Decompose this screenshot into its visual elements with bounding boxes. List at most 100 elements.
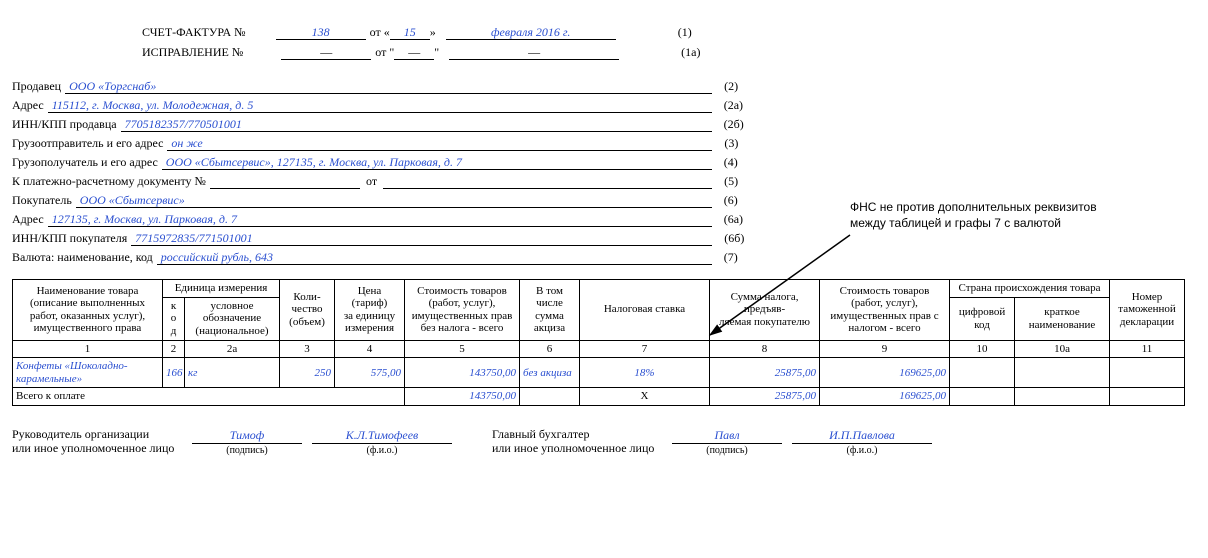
meta-row: К платежно-расчетному документу № от (5) — [12, 171, 1196, 189]
meta-code: (2б) — [712, 117, 740, 132]
table-cell: 166 — [163, 358, 185, 388]
table-cell: 25875,00 — [710, 358, 820, 388]
table-cell — [950, 358, 1015, 388]
meta-value: 7715972835/771501001 — [131, 231, 712, 246]
sign-right-title: Главный бухгалтер или иное уполномоченно… — [492, 428, 662, 456]
meta-row: Адрес115112, г. Москва, ул. Молодежная, … — [12, 95, 1196, 113]
meta-row: ПродавецООО «Торгснаб»(2) — [12, 76, 1196, 94]
meta-code: (5) — [712, 174, 740, 189]
col-num: 11 — [1110, 340, 1185, 358]
th-tax-sum: Сумма налога, предъяв- ляемая покупателю — [710, 280, 820, 341]
code-1a: (1а) — [681, 45, 700, 60]
total-cell: Х — [580, 388, 710, 406]
total-cell — [520, 388, 580, 406]
invoice-number: 138 — [276, 25, 366, 40]
meta-row: Валюта: наименование, кодроссийский рубл… — [12, 247, 1196, 265]
meta-value: он же — [167, 136, 712, 151]
ot2-label: от " — [375, 45, 394, 60]
meta-value: 7705182357/770501001 — [121, 117, 712, 132]
total-cell: 169625,00 — [820, 388, 950, 406]
total-cell: Всего к оплате — [13, 388, 405, 406]
invoice-header: СЧЕТ-ФАКТУРА № 138 от « 15 » февраля 201… — [142, 20, 1196, 60]
annotation-line2: между таблицей и графы 7 с валютой — [850, 216, 1061, 230]
th-rate: Налоговая ставка — [580, 280, 710, 341]
sign-podpis-1: (подпись) — [192, 445, 302, 456]
table-body: Конфеты «Шоколадно-карамельные»166кг2505… — [13, 358, 1185, 406]
table-row: Конфеты «Шоколадно-карамельные»166кг2505… — [13, 358, 1185, 388]
sign-left-title: Руководитель организации или иное уполно… — [12, 428, 182, 456]
th-origin-name: краткое наименование — [1015, 297, 1110, 340]
meta-code: (6) — [712, 193, 740, 208]
meta-value2 — [383, 174, 712, 189]
correction-number: — — [281, 45, 371, 60]
meta-row: ИНН/КПП продавца7705182357/770501001(2б) — [12, 114, 1196, 132]
sign-left-t2: или иное уполномоченное лицо — [12, 441, 174, 455]
column-number-row: 122а34567891010а11 — [13, 340, 1185, 358]
meta-value: ООО «Торгснаб» — [65, 79, 712, 94]
meta-code: (4) — [712, 155, 740, 170]
table-cell — [1015, 358, 1110, 388]
th-origin-code: цифровой код — [950, 297, 1015, 340]
sign-left-signature: Тимоф — [192, 428, 302, 444]
table-cell: 250 — [280, 358, 335, 388]
meta-value: российский рубль, 643 — [157, 250, 712, 265]
meta-code: (3) — [712, 136, 740, 151]
correction-row: ИСПРАВЛЕНИЕ № — от " — " — (1а) — [142, 40, 1196, 60]
th-decl: Номер таможенной декларации — [1110, 280, 1185, 341]
total-cell — [950, 388, 1015, 406]
col-num: 2а — [185, 340, 280, 358]
meta-label: ИНН/КПП покупателя — [12, 231, 131, 246]
col-num: 4 — [335, 340, 405, 358]
sign-podpis-2: (подпись) — [672, 445, 782, 456]
table-cell: 18% — [580, 358, 710, 388]
invoice-label: СЧЕТ-ФАКТУРА № — [142, 25, 246, 40]
meta-label: Грузополучатель и его адрес — [12, 155, 162, 170]
meta-code: (2а) — [712, 98, 740, 113]
table-cell: Конфеты «Шоколадно-карамельные» — [13, 358, 163, 388]
meta-row: Грузоотправитель и его адресон же(3) — [12, 133, 1196, 151]
col-num: 10 — [950, 340, 1015, 358]
annotation-line1: ФНС не против дополнительных реквизитов — [850, 200, 1097, 214]
invoice-month-year: февраля 2016 г. — [446, 25, 616, 40]
th-code: к о д — [163, 297, 185, 340]
annotation-text: ФНС не против дополнительных реквизитов … — [850, 200, 1180, 231]
total-cell: 25875,00 — [710, 388, 820, 406]
total-cell: 143750,00 — [405, 388, 520, 406]
th-name: Наименование товара (описание выполненны… — [13, 280, 163, 341]
meta-code: (7) — [712, 250, 740, 265]
meta-label: Покупатель — [12, 193, 76, 208]
col-num: 1 — [13, 340, 163, 358]
sign-left-name: К.Л.Тимофеев — [312, 428, 452, 444]
ot-label: от « — [370, 25, 390, 40]
meta-value: 127135, г. Москва, ул. Парковая, д. 7 — [48, 212, 712, 227]
col-num: 9 — [820, 340, 950, 358]
table-cell: 143750,00 — [405, 358, 520, 388]
meta-value: 115112, г. Москва, ул. Молодежная, д. 5 — [48, 98, 712, 113]
meta-value: ООО «Сбытсервис» — [76, 193, 712, 208]
col-num: 2 — [163, 340, 185, 358]
meta-block: ПродавецООО «Торгснаб»(2)Адрес115112, г.… — [12, 76, 1196, 265]
col-num: 8 — [710, 340, 820, 358]
signature-block: Руководитель организации или иное уполно… — [12, 428, 1196, 456]
sign-right-t2: или иное уполномоченное лицо — [492, 441, 654, 455]
meta-mid: от — [360, 174, 383, 189]
correction-label: ИСПРАВЛЕНИЕ № — [142, 45, 243, 60]
sign-right-name: И.П.Павлова — [792, 428, 932, 444]
table-cell: 169625,00 — [820, 358, 950, 388]
table-cell — [1110, 358, 1185, 388]
total-cell — [1110, 388, 1185, 406]
meta-label: К платежно-расчетному документу № — [12, 174, 210, 189]
meta-label: Валюта: наименование, код — [12, 250, 157, 265]
sign-right-t1: Главный бухгалтер — [492, 427, 589, 441]
table-cell: кг — [185, 358, 280, 388]
col-num: 5 — [405, 340, 520, 358]
correction-my: — — [449, 45, 619, 60]
invoice-table: Наименование товара (описание выполненны… — [12, 279, 1185, 406]
correction-day: — — [394, 45, 434, 60]
th-price-2: за единицу измерения — [338, 310, 401, 335]
meta-label: ИНН/КПП продавца — [12, 117, 121, 132]
meta-row: Грузополучатель и его адресООО «Сбытсерв… — [12, 152, 1196, 170]
th-qty: Коли- чество (объем) — [280, 280, 335, 341]
meta-value: ООО «Сбытсервис», 127135, г. Москва, ул.… — [162, 155, 712, 170]
invoice-day: 15 — [390, 25, 430, 40]
